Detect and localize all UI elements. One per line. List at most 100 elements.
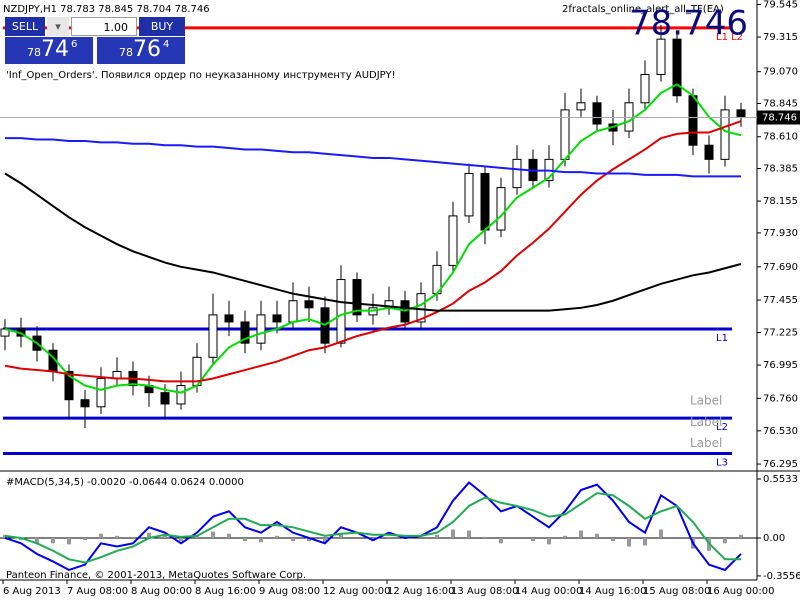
- y-tick-label: 76.295: [763, 459, 798, 470]
- candle-body: [80, 399, 90, 408]
- candle-body: [736, 109, 746, 119]
- sell-price[interactable]: 78 74 6: [5, 37, 93, 64]
- candle-body: [256, 314, 266, 344]
- candle-body: [272, 314, 282, 323]
- candle-body: [672, 38, 682, 97]
- candle-body: [624, 102, 634, 132]
- moving-average: [4, 172, 742, 312]
- histogram-bar: [131, 536, 135, 538]
- y-tick-label: 76.530: [763, 426, 798, 437]
- y-tick-label: 78.155: [763, 196, 798, 207]
- last-price-box: [757, 110, 800, 125]
- candle-body: [64, 370, 74, 401]
- candle-body: [512, 158, 522, 189]
- moving-average: [5, 137, 741, 178]
- buy-price-big-figure: 78: [119, 46, 133, 59]
- level-label: L1 L2: [716, 32, 743, 43]
- histogram-bar: [659, 529, 663, 538]
- histogram-bar: [723, 537, 727, 544]
- histogram-bar: [195, 535, 199, 538]
- last-price-label: 78.746: [762, 113, 797, 124]
- x-tick-label: 8 Aug 00:00: [131, 586, 192, 597]
- candle-body: [352, 279, 362, 316]
- histogram-bar: [627, 537, 631, 547]
- candle-body: [704, 144, 714, 160]
- buy-price[interactable]: 78 76 4: [97, 37, 185, 64]
- symbol-header: NZDJPY,H1 78.783 78.845 78.704 78.746: [3, 4, 210, 15]
- histogram-bar: [99, 533, 103, 538]
- histogram-bar: [339, 533, 343, 538]
- x-tick-label: 14 Aug 16:00: [579, 586, 646, 597]
- buy-button[interactable]: BUY: [139, 17, 185, 36]
- candle-body: [416, 293, 426, 323]
- y-tick-label: 79.315: [763, 32, 798, 43]
- alert-message: 'Inf_Open_Orders'. Появился ордер по неу…: [6, 70, 396, 81]
- histogram-bar: [531, 537, 535, 542]
- candle-body: [336, 279, 346, 344]
- buy-price-pips: 76: [133, 37, 161, 62]
- histogram-bar: [579, 530, 583, 538]
- histogram-bar: [563, 535, 567, 538]
- histogram-bar: [211, 531, 215, 538]
- histogram-bar: [51, 537, 55, 544]
- y-tick-label: 0.00: [763, 533, 785, 544]
- histogram-bar: [483, 536, 487, 538]
- candle-body: [448, 215, 458, 266]
- histogram-bar: [35, 537, 39, 544]
- histogram-bar: [451, 529, 455, 538]
- candle-body: [96, 378, 106, 408]
- histogram-bar: [307, 537, 311, 542]
- candle-body: [640, 74, 650, 104]
- histogram-bar: [291, 537, 295, 542]
- x-tick-label: 7 Aug 08:00: [67, 586, 128, 597]
- histogram-bar: [83, 537, 87, 541]
- copyright: Panteon Finance, © 2001-2013, MetaQuotes…: [6, 570, 306, 581]
- level-label: L2: [716, 422, 728, 433]
- x-tick-label: 9 Aug 08:00: [259, 586, 320, 597]
- histogram-bar: [435, 534, 439, 538]
- candle-body: [592, 102, 602, 125]
- histogram-bar: [147, 532, 151, 538]
- histogram-bar: [243, 537, 247, 542]
- sell-price-pips: 74: [41, 37, 69, 62]
- y-tick-label: 76.760: [763, 393, 798, 404]
- y-tick-label: 0.5533: [763, 474, 798, 485]
- annotation: Label: [690, 394, 722, 408]
- candle-body: [720, 109, 730, 160]
- y-tick-label: 77.690: [763, 262, 798, 273]
- moving-average: [4, 83, 742, 394]
- x-tick-label: 8 Aug 16:00: [195, 586, 256, 597]
- macd-line: [4, 481, 742, 572]
- annotation: Label: [690, 415, 722, 429]
- expert-name: 2fractals_online_alert_all_TF(EA): [562, 4, 724, 15]
- sell-button[interactable]: SELL: [5, 17, 45, 36]
- candle-body: [288, 300, 298, 323]
- lot-input[interactable]: 1.00: [71, 17, 137, 36]
- macd-line: [4, 492, 741, 564]
- candle-body: [464, 172, 474, 217]
- histogram-bar: [739, 534, 743, 538]
- histogram-bar: [323, 537, 327, 543]
- last-price-big: 78.746: [629, 4, 748, 44]
- histogram-bar: [547, 537, 551, 545]
- histogram-bar: [643, 537, 647, 546]
- lot-spinner[interactable]: ▾: [47, 17, 69, 36]
- moving-average: [4, 120, 742, 383]
- y-tick-label: 78.610: [763, 132, 798, 143]
- buy-price-point: 4: [163, 39, 170, 50]
- histogram-bar: [611, 537, 615, 542]
- histogram-bar: [19, 537, 23, 541]
- y-tick-label: 79.545: [763, 0, 798, 11]
- level-label: L1: [716, 333, 728, 344]
- histogram-bar: [179, 537, 183, 542]
- y-tick-label: 77.225: [763, 328, 798, 339]
- histogram-bar: [275, 535, 279, 538]
- candle-body: [656, 38, 666, 76]
- y-tick-label: 79.070: [763, 67, 798, 78]
- candle-body: [176, 385, 186, 405]
- histogram-bar: [499, 537, 503, 544]
- sell-price-point: 6: [71, 39, 78, 50]
- candle-body: [496, 187, 506, 231]
